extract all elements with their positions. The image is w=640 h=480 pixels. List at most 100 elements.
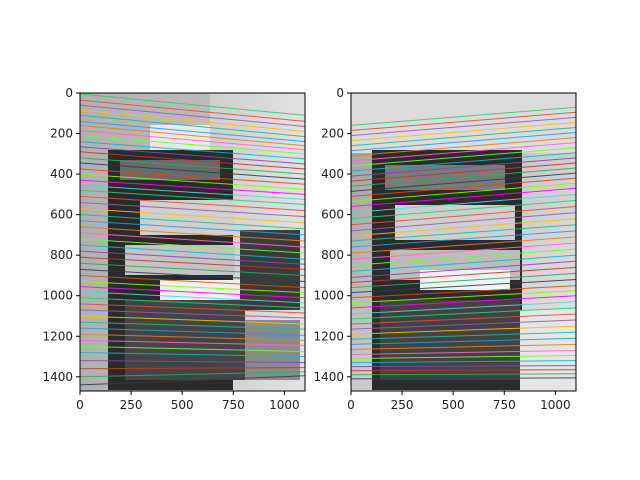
epipolar-line — [80, 135, 305, 155]
y-tick-label: 800 — [321, 248, 344, 262]
epipolar-line — [351, 260, 576, 278]
x-tick-label: 1000 — [540, 398, 571, 412]
left-photo — [80, 93, 305, 391]
x-tick-label: 1000 — [269, 398, 300, 412]
epipolar-line — [80, 360, 305, 364]
epipolar-line — [80, 309, 305, 319]
epipolar-line — [351, 377, 576, 380]
epipolar-line — [80, 321, 305, 330]
epipolar-line — [351, 218, 576, 237]
epipolar-line — [80, 99, 305, 122]
y-tick-label: 1200 — [42, 329, 73, 343]
epipolar-line — [80, 189, 305, 205]
epipolar-line — [80, 281, 305, 294]
epipolar-line — [351, 331, 576, 340]
epipolar-line — [351, 224, 576, 242]
epipolar-line — [80, 274, 305, 289]
x-tick-label: 500 — [442, 398, 465, 412]
y-tick-label: 600 — [321, 208, 344, 222]
epipolar-line — [351, 369, 576, 372]
x-tick-label: 500 — [171, 398, 194, 412]
epipolar-line — [80, 238, 305, 254]
epipolar-line — [351, 187, 576, 208]
epipolar-line — [351, 147, 576, 167]
epipolar-line — [351, 365, 576, 368]
epipolar-line — [80, 201, 305, 218]
epipolar-line — [80, 179, 305, 195]
epipolar-line — [80, 315, 305, 325]
epipolar-line — [351, 307, 576, 320]
epipolar-line — [80, 327, 305, 336]
epipolar-line — [80, 151, 305, 170]
epipolar-line — [80, 268, 305, 283]
epipolar-line — [80, 345, 305, 352]
epipolar-line — [351, 343, 576, 350]
epipolar-line — [80, 226, 305, 242]
epipolar-line — [80, 333, 305, 341]
epipolar-line — [80, 157, 305, 175]
y-tick-label: 0 — [65, 86, 73, 100]
x-tick-label: 0 — [347, 398, 355, 412]
y-tick-label: 0 — [336, 86, 344, 100]
epipolar-line — [80, 297, 305, 309]
left-axis-ticks: 0 250 500 750 1000 0 200 400 600 800 1000 1200 1400 — [42, 86, 299, 412]
epipolar-line — [351, 121, 576, 142]
epipolar-line — [351, 313, 576, 325]
y-tick-label: 1400 — [313, 370, 344, 384]
epipolar-line — [351, 254, 576, 272]
y-tick-label: 1400 — [42, 370, 73, 384]
epipolar-line — [80, 232, 305, 248]
epipolar-line — [351, 272, 576, 289]
x-tick-label: 250 — [391, 398, 414, 412]
epipolar-line — [351, 137, 576, 157]
epipolar-line — [351, 177, 576, 197]
epipolar-line — [351, 111, 576, 132]
right-axis-ticks: 0 250 500 750 1000 0 200 400 600 800 1000 1200 1400 — [313, 86, 570, 412]
y-tick-label: 200 — [50, 127, 73, 141]
epipolar-line — [80, 367, 305, 370]
epipolar-line — [351, 132, 576, 152]
epipolar-line — [351, 295, 576, 309]
epipolar-line — [80, 371, 305, 378]
left-axes-frame — [79, 92, 306, 392]
epipolar-line — [80, 375, 305, 386]
epipolar-line — [351, 373, 576, 376]
y-tick-label: 1000 — [42, 289, 73, 303]
epipolar-line — [351, 206, 576, 226]
epipolar-line — [80, 244, 305, 260]
y-tick-label: 400 — [321, 167, 344, 181]
epipolar-line — [80, 184, 305, 200]
epipolar-line — [351, 167, 576, 187]
right-axes-frame — [350, 92, 577, 392]
x-tick-label: 750 — [222, 398, 245, 412]
epipolar-line — [351, 349, 576, 356]
epipolar-line — [80, 214, 305, 230]
epipolar-line — [351, 126, 576, 147]
epipolar-line — [80, 120, 305, 143]
epipolar-line — [351, 236, 576, 254]
epipolar-line — [351, 248, 576, 266]
epipolar-line — [351, 152, 576, 172]
y-tick-label: 1200 — [313, 329, 344, 343]
epipolar-line — [351, 212, 576, 232]
epipolar-line — [80, 162, 305, 180]
epipolar-line — [351, 242, 576, 260]
epipolar-line — [80, 256, 305, 270]
epipolar-line — [351, 116, 576, 137]
epipolar-line — [80, 114, 305, 138]
epipolar-line — [80, 339, 305, 346]
right-subplot: 0 250 500 750 1000 0 200 400 600 800 1000 1200 1400 — [313, 86, 577, 412]
x-tick-label: 250 — [120, 398, 143, 412]
epipolar-line — [351, 230, 576, 248]
y-tick-label: 200 — [321, 127, 344, 141]
x-tick-label: 0 — [76, 398, 84, 412]
left-epipolar-lines — [80, 93, 305, 386]
epipolar-line — [351, 162, 576, 182]
y-tick-label: 800 — [50, 248, 73, 262]
epipolar-line — [351, 172, 576, 192]
epipolar-line — [351, 301, 576, 315]
epipolar-line — [351, 279, 576, 294]
x-tick-label: 750 — [493, 398, 516, 412]
y-tick-label: 400 — [50, 167, 73, 181]
